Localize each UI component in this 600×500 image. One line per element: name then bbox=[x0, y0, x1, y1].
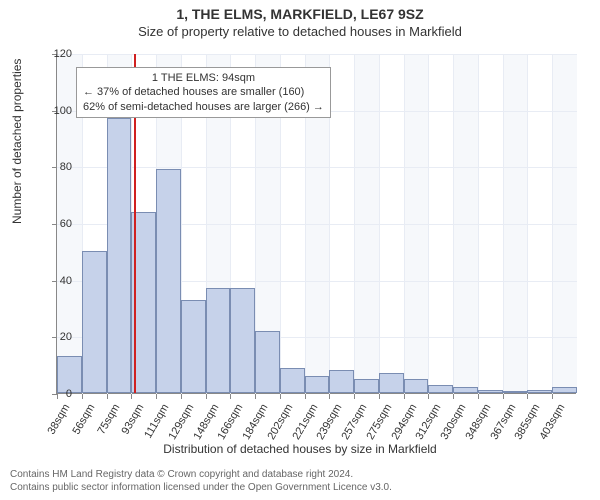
xtick-mark bbox=[305, 394, 306, 399]
ytick-label: 40 bbox=[32, 275, 72, 287]
histogram-bar bbox=[230, 288, 255, 393]
xtick-mark bbox=[453, 394, 454, 399]
histogram-bar bbox=[107, 118, 132, 393]
histogram-bar bbox=[428, 385, 453, 394]
histogram-bar bbox=[280, 368, 305, 394]
x-axis-label: Distribution of detached houses by size … bbox=[0, 442, 600, 456]
ytick-label: 60 bbox=[32, 218, 72, 230]
histogram-bar bbox=[478, 390, 503, 393]
gridline-v bbox=[527, 54, 528, 394]
ytick-label: 20 bbox=[32, 331, 72, 343]
xtick-mark bbox=[280, 394, 281, 399]
gridline-v bbox=[379, 54, 380, 394]
histogram-bar bbox=[255, 331, 280, 393]
ytick-label: 120 bbox=[32, 48, 72, 60]
xtick-mark bbox=[478, 394, 479, 399]
histogram-bar bbox=[404, 379, 429, 393]
gridline-v bbox=[552, 54, 553, 394]
histogram-bar bbox=[329, 370, 354, 393]
xtick-mark bbox=[181, 394, 182, 399]
info-box-line2: ← 37% of detached houses are smaller (16… bbox=[83, 85, 324, 99]
gridline-v bbox=[354, 54, 355, 394]
xtick-mark bbox=[428, 394, 429, 399]
xtick-mark bbox=[206, 394, 207, 399]
histogram-bar bbox=[82, 251, 107, 393]
gridline-v bbox=[428, 54, 429, 394]
histogram-bar bbox=[354, 379, 379, 393]
page-title: 1, THE ELMS, MARKFIELD, LE67 9SZ bbox=[0, 6, 600, 22]
xtick-mark bbox=[329, 394, 330, 399]
xtick-mark bbox=[156, 394, 157, 399]
xtick-mark bbox=[230, 394, 231, 399]
histogram-bar bbox=[552, 387, 577, 393]
xtick-mark bbox=[503, 394, 504, 399]
xtick-mark bbox=[82, 394, 83, 399]
xtick-mark bbox=[379, 394, 380, 399]
histogram-bar bbox=[156, 169, 181, 393]
ytick-label: 0 bbox=[32, 388, 72, 400]
histogram-bar bbox=[379, 373, 404, 393]
page-subtitle: Size of property relative to detached ho… bbox=[0, 24, 600, 39]
xtick-mark bbox=[255, 394, 256, 399]
histogram-bar bbox=[181, 300, 206, 394]
footer: Contains HM Land Registry data © Crown c… bbox=[10, 469, 392, 494]
histogram-bar bbox=[527, 390, 552, 393]
xtick-mark bbox=[404, 394, 405, 399]
y-axis-label: Number of detached properties bbox=[10, 59, 24, 224]
xtick-mark bbox=[354, 394, 355, 399]
info-box-line3: 62% of semi-detached houses are larger (… bbox=[83, 100, 324, 114]
gridline-v bbox=[503, 54, 504, 394]
footer-line1: Contains HM Land Registry data © Crown c… bbox=[10, 469, 392, 482]
histogram-bar bbox=[305, 376, 330, 393]
histogram-bar bbox=[453, 387, 478, 393]
histogram-bar bbox=[503, 391, 528, 393]
gridline-v bbox=[404, 54, 405, 394]
info-box: 1 THE ELMS: 94sqm ← 37% of detached hous… bbox=[76, 67, 331, 118]
info-box-line1: 1 THE ELMS: 94sqm bbox=[83, 71, 324, 85]
footer-line2: Contains public sector information licen… bbox=[10, 482, 392, 495]
xtick-mark bbox=[527, 394, 528, 399]
xtick-mark bbox=[107, 394, 108, 399]
ytick-label: 100 bbox=[32, 105, 72, 117]
gridline-v bbox=[478, 54, 479, 394]
chart: 1 THE ELMS: 94sqm ← 37% of detached hous… bbox=[56, 54, 576, 394]
gridline-v bbox=[453, 54, 454, 394]
xtick-mark bbox=[552, 394, 553, 399]
xtick-mark bbox=[131, 394, 132, 399]
ytick-label: 80 bbox=[32, 161, 72, 173]
histogram-bar bbox=[206, 288, 231, 393]
